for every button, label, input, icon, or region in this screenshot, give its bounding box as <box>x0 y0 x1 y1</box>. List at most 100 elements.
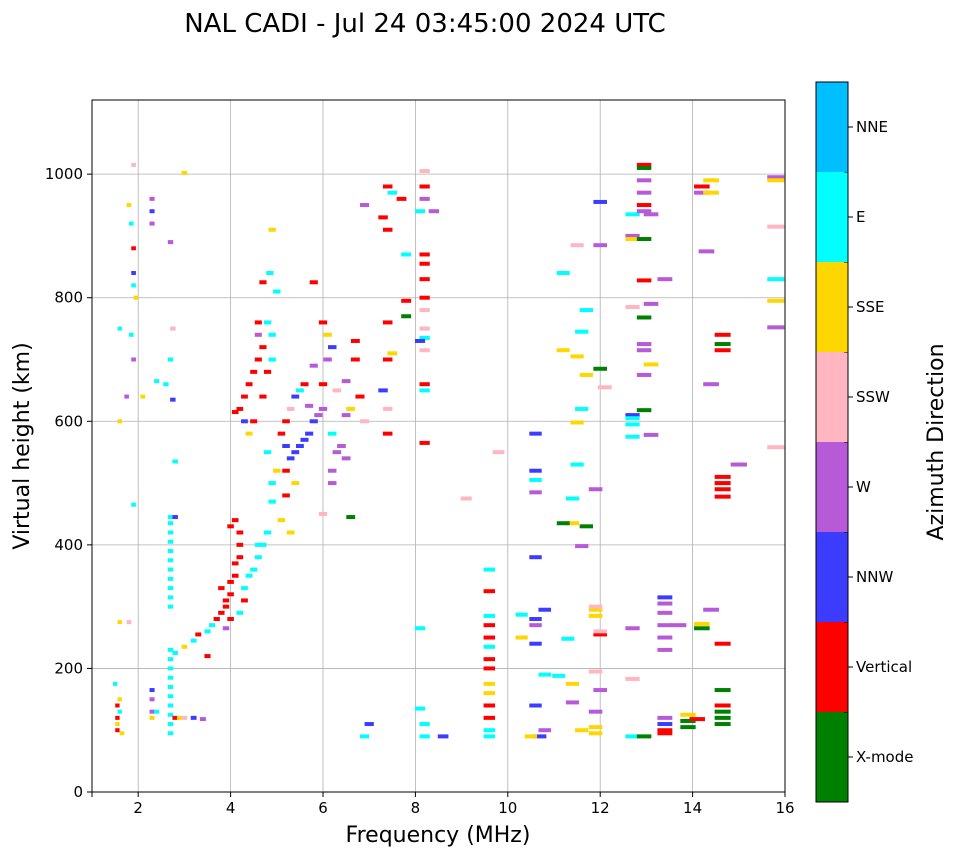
data-point <box>636 203 652 208</box>
data-point <box>714 703 731 708</box>
data-point <box>259 280 267 285</box>
data-point <box>419 722 430 727</box>
data-point <box>241 419 248 424</box>
colorbar-tick-label: E <box>856 208 865 226</box>
data-point <box>117 709 122 714</box>
data-point <box>172 715 178 720</box>
data-point <box>657 731 673 736</box>
data-point <box>305 403 314 408</box>
data-point <box>350 338 360 343</box>
data-point <box>401 314 412 319</box>
data-point <box>579 524 594 529</box>
data-point <box>254 542 262 547</box>
data-point <box>382 320 393 325</box>
y-tick-label: 800 <box>54 289 83 307</box>
data-point <box>250 419 258 424</box>
data-point <box>625 676 640 681</box>
data-point <box>131 162 136 167</box>
data-point <box>259 394 267 399</box>
data-point <box>172 459 178 464</box>
data-point <box>167 604 174 609</box>
colorbar-tick-label: NNW <box>856 568 893 586</box>
data-point <box>579 308 594 313</box>
data-point <box>128 221 134 226</box>
data-point <box>195 632 202 637</box>
data-point <box>767 445 785 450</box>
data-point <box>167 657 174 662</box>
data-point <box>119 731 125 736</box>
data-point <box>570 462 584 467</box>
data-point <box>593 688 608 693</box>
data-point <box>714 722 731 727</box>
data-point <box>227 617 234 621</box>
data-point <box>419 196 430 201</box>
data-point <box>382 357 393 362</box>
data-point <box>625 212 640 217</box>
data-point <box>636 165 652 170</box>
data-point <box>714 348 731 353</box>
data-point <box>149 688 155 693</box>
colorbar-segment <box>816 172 848 262</box>
colorbar-tick-label: SSW <box>856 388 890 406</box>
data-point <box>382 406 393 411</box>
data-point <box>360 734 370 739</box>
x-axis-ticks: 2 4 6 8 10 12 14 16 <box>91 792 795 817</box>
data-point <box>227 592 234 597</box>
grid <box>92 100 786 793</box>
data-point <box>419 734 430 739</box>
data-point <box>515 612 528 617</box>
data-point <box>131 271 136 275</box>
data-point <box>378 388 388 393</box>
data-point <box>657 277 673 282</box>
data-point <box>181 715 188 720</box>
data-point <box>593 243 608 248</box>
data-point <box>657 647 673 652</box>
data-point <box>245 431 253 436</box>
data-point <box>694 190 710 195</box>
data-point <box>570 243 584 248</box>
data-point <box>414 338 426 343</box>
data-point <box>529 431 542 436</box>
data-point <box>112 681 118 686</box>
data-point <box>346 406 356 411</box>
colorbar-tick-label: NNE <box>856 118 888 136</box>
data-point <box>382 227 393 232</box>
data-point <box>625 422 640 427</box>
data-point <box>231 573 239 578</box>
data-point <box>300 382 309 387</box>
data-point <box>703 190 719 195</box>
data-point <box>483 734 496 739</box>
x-tick-label: 6 <box>318 799 328 817</box>
colorbar-segment <box>816 532 848 622</box>
data-point <box>538 728 552 733</box>
data-point <box>689 717 705 722</box>
data-point <box>428 209 440 214</box>
data-point <box>126 620 132 625</box>
data-point <box>268 332 276 337</box>
data-point <box>167 539 174 544</box>
data-point <box>529 641 542 646</box>
x-tick-label: 10 <box>498 799 517 817</box>
data-point <box>529 623 542 628</box>
data-point <box>529 703 542 708</box>
data-point <box>318 406 328 411</box>
data-point <box>309 363 318 368</box>
data-point <box>163 382 169 387</box>
data-point <box>556 348 570 353</box>
data-point <box>167 240 174 245</box>
data-point <box>419 261 430 266</box>
data-point <box>714 487 731 492</box>
data-point <box>259 542 267 547</box>
data-point <box>149 209 155 214</box>
data-point <box>277 518 286 523</box>
data-point <box>419 335 430 340</box>
data-point <box>126 203 132 208</box>
data-point <box>167 567 174 572</box>
data-point <box>419 348 430 353</box>
data-point <box>714 481 731 486</box>
data-point <box>714 709 731 714</box>
data-point <box>117 697 122 702</box>
data-point <box>133 295 139 300</box>
data-point <box>593 629 608 634</box>
data-point <box>588 613 603 618</box>
